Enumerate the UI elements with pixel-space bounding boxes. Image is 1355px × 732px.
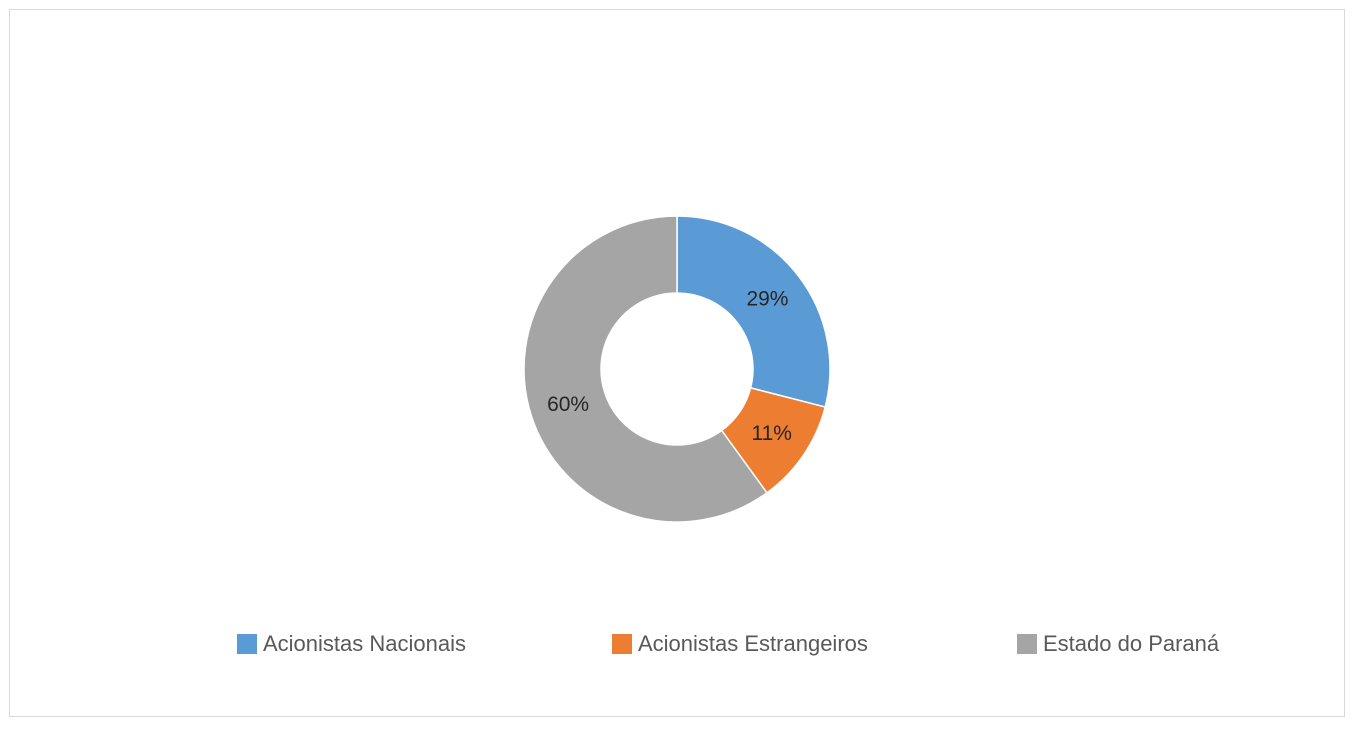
- slice-acionistas-nacionais: [676, 215, 831, 408]
- legend-item-acionistas-nacionais: Acionistas Nacionais: [237, 627, 466, 661]
- donut-data-labels: 29% 11% 60%: [547, 287, 792, 445]
- legend: Acionistas Nacionais Acionistas Estrange…: [0, 627, 1355, 661]
- data-label-acionistas-estrangeiros: 11%: [751, 422, 791, 445]
- legend-label-acionistas-estrangeiros: Acionistas Estrangeiros: [638, 631, 868, 656]
- donut-slices: [523, 215, 831, 523]
- legend-item-estado-do-parana: Estado do Paraná: [1017, 627, 1219, 661]
- legend-label-acionistas-nacionais: Acionistas Nacionais: [263, 631, 466, 656]
- slice-estado-do-parana: [523, 215, 768, 523]
- legend-swatch-acionistas-nacionais: [237, 634, 257, 654]
- data-label-estado-do-parana: 60%: [547, 393, 589, 416]
- legend-label-estado-do-parana: Estado do Paraná: [1043, 631, 1220, 656]
- legend-item-acionistas-estrangeiros: Acionistas Estrangeiros: [612, 627, 868, 661]
- chart-area: [9, 9, 1345, 717]
- data-label-acionistas-nacionais: 29%: [746, 287, 788, 310]
- legend-swatch-acionistas-estrangeiros: [612, 634, 632, 654]
- legend-swatch-estado-do-parana: [1017, 634, 1037, 654]
